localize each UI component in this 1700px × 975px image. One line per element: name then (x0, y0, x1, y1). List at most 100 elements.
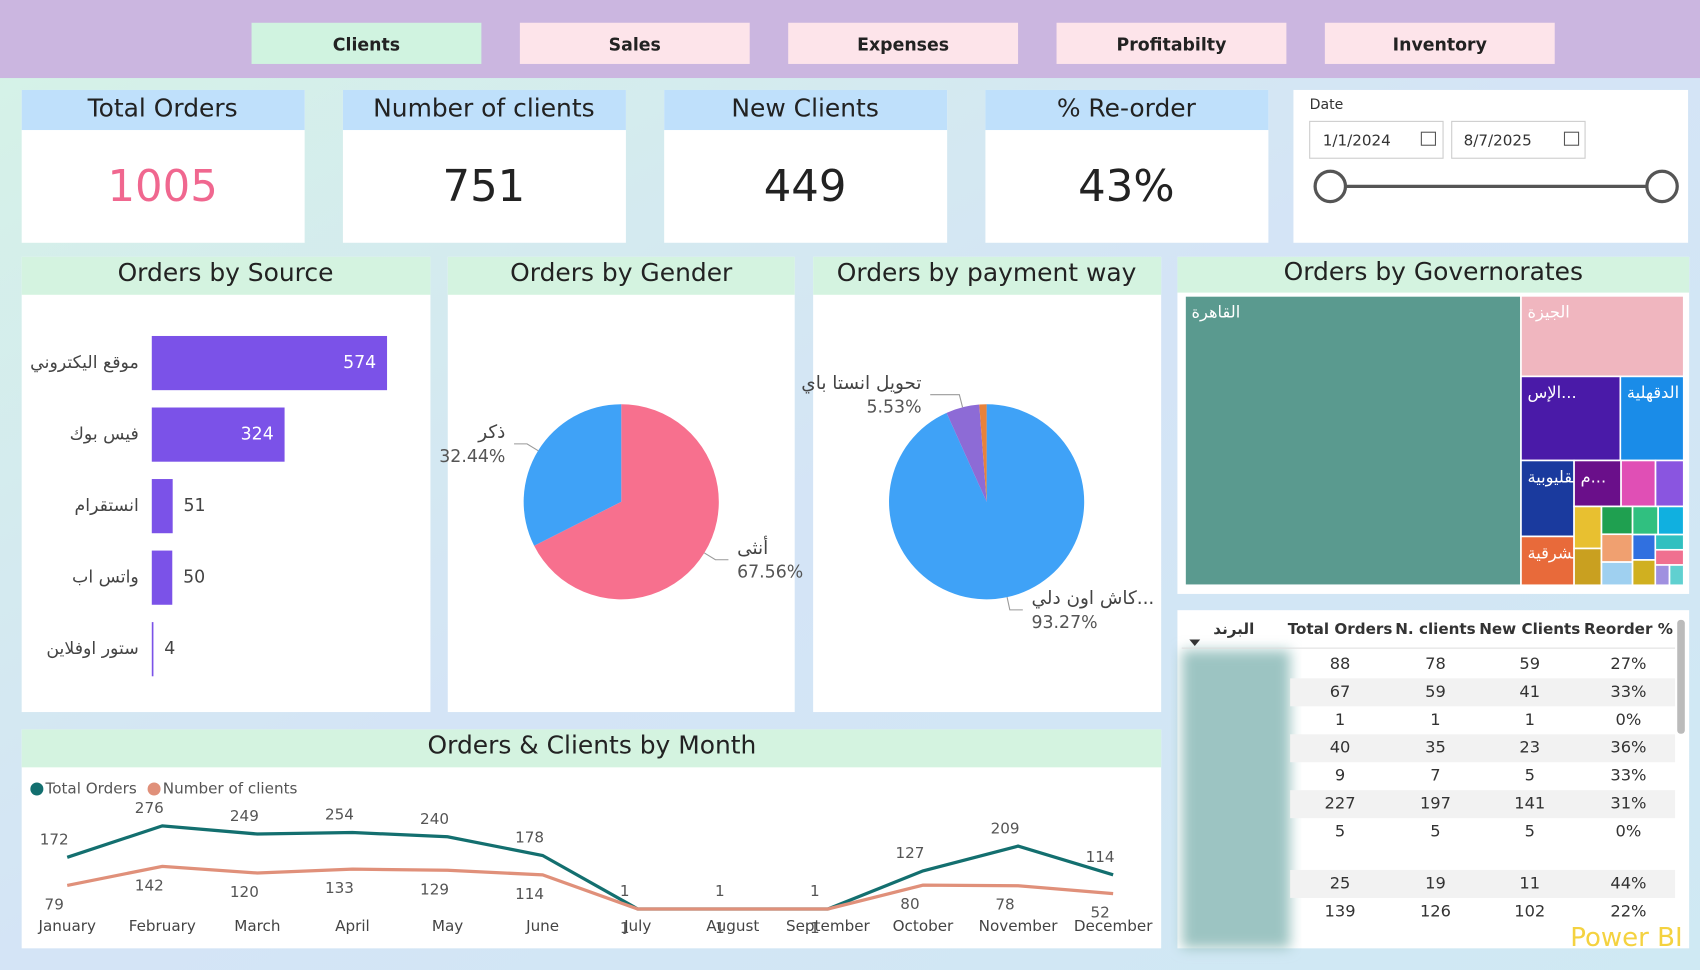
data-label: 142 (135, 876, 164, 894)
date-end: 8/7/2025 (1464, 131, 1532, 149)
data-label: 114 (515, 885, 544, 903)
table-cell: 25 (1330, 873, 1351, 892)
legend-marker (30, 782, 44, 796)
chart-title: Orders by payment way (837, 258, 1137, 287)
table-cell: 126 (1420, 901, 1451, 920)
treemap-cell (1520, 535, 1575, 587)
scrollbar[interactable] (1677, 619, 1685, 734)
panel-header (813, 256, 1162, 295)
x-tick-label: December (1074, 917, 1153, 935)
pie-value-label: 32.44% (439, 447, 505, 467)
kpi-header (664, 89, 948, 131)
x-tick-label: October (893, 917, 954, 935)
tab[interactable] (788, 22, 1019, 64)
treemap-cell (1654, 564, 1671, 587)
pie-slice (534, 404, 719, 600)
table-cell: 0% (1616, 822, 1642, 841)
table-cell: 141 (1514, 794, 1545, 813)
table-header: البرند (1213, 620, 1254, 638)
category-label: موقع اليكتروني (30, 353, 139, 373)
tab[interactable] (1056, 22, 1287, 64)
x-tick-label: September (786, 917, 871, 935)
bar (151, 335, 388, 391)
table-cell: 31% (1610, 794, 1646, 813)
table-cell: 227 (1325, 794, 1356, 813)
x-tick-label: April (335, 917, 370, 935)
table-row-band (1290, 734, 1676, 763)
kpi-title: Total Orders (87, 93, 238, 122)
treemap-label: الدقهلية (1627, 383, 1679, 403)
treemap-cell (1631, 559, 1657, 587)
bar (151, 479, 173, 534)
data-label: 127 (895, 844, 924, 862)
data-label: 1 (810, 882, 820, 900)
table-cell: 1 (1525, 710, 1535, 729)
treemap-cell (1573, 547, 1603, 587)
table-cell: 102 (1514, 901, 1545, 920)
treemap-cell (1600, 533, 1634, 563)
bar (151, 407, 285, 462)
data-label: 254 (325, 806, 354, 824)
chart-title: Orders & Clients by Month (428, 731, 757, 760)
leader-line (514, 443, 539, 452)
pie-category: تحويل انستا باي (801, 373, 921, 394)
treemap-cell (1573, 459, 1622, 508)
x-tick-label: November (979, 917, 1059, 935)
treemap-cell (1573, 505, 1603, 550)
date-input[interactable] (1451, 120, 1586, 159)
kpi-value: 1005 (107, 162, 217, 212)
tab[interactable] (519, 22, 750, 64)
table-header: N. clients (1395, 620, 1475, 638)
pie-slice (979, 404, 987, 502)
data-label: 172 (40, 830, 69, 848)
tab[interactable] (1324, 22, 1555, 64)
panel-header (21, 729, 1162, 768)
chart-title: Orders by Governorates (1284, 257, 1583, 286)
panel-header (447, 256, 795, 295)
kpi-value: 751 (442, 162, 525, 212)
bar (151, 550, 173, 605)
data-label: 209 (991, 819, 1020, 837)
tab[interactable] (251, 22, 482, 64)
category-label: ستور اوفلاين (46, 639, 138, 659)
table-cell: 36% (1610, 738, 1646, 757)
treemap-cell (1620, 459, 1657, 508)
treemap-label: القاهرة (1192, 303, 1241, 323)
treemap-label: الجيزة (1527, 303, 1569, 323)
data-label: 79 (45, 895, 64, 913)
x-tick-label: February (129, 917, 196, 935)
data-label: 276 (135, 799, 164, 817)
line (66, 824, 1114, 911)
table-cell: 59 (1425, 682, 1446, 701)
x-tick-label: January (37, 917, 95, 935)
category-label: فيس بوك (70, 425, 139, 445)
treemap-cell (1600, 561, 1634, 587)
table-cell: 5 (1335, 822, 1345, 841)
leader-line (930, 394, 964, 408)
table-cell: 59 (1519, 654, 1540, 673)
treemap-cell (1657, 505, 1685, 536)
kpi-header (985, 89, 1269, 131)
sort-icon[interactable] (1189, 639, 1201, 646)
pie-value-label: 93.27% (1031, 613, 1097, 633)
kpi-value: 43% (1078, 162, 1174, 212)
value-label: 574 (343, 353, 376, 373)
watermark: Power BI (1570, 923, 1682, 953)
category-label: واتس اب (72, 568, 139, 588)
slider-handle[interactable] (1645, 169, 1679, 204)
x-tick-label: June (525, 917, 559, 935)
data-label: 78 (995, 896, 1014, 914)
data-label: 1 (715, 882, 725, 900)
pie-value-label: 67.56% (737, 563, 803, 583)
treemap-label: الإس... (1527, 383, 1576, 402)
date-label: Date (1310, 97, 1344, 113)
slider-handle[interactable] (1313, 169, 1348, 204)
panel-header (21, 256, 431, 295)
table-cell: 0% (1616, 710, 1642, 729)
data-label: 1 (715, 919, 725, 937)
data-label: 1 (810, 919, 820, 937)
treemap-cell (1619, 375, 1685, 462)
pie-category: كاش اون دلي... (1031, 588, 1154, 609)
